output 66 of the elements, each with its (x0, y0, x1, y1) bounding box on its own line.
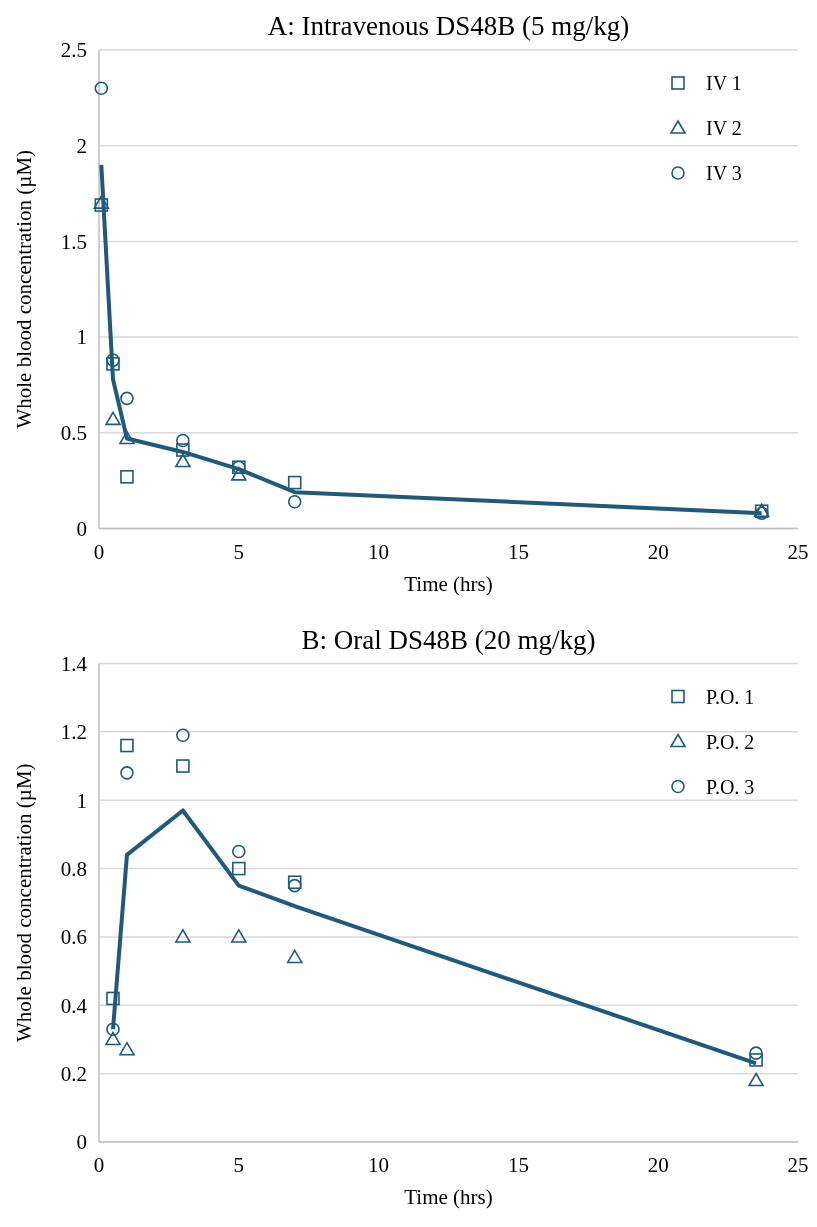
y-tick-label: 1.2 (60, 720, 87, 745)
y-tick-label: 0.4 (60, 993, 88, 1018)
point (120, 391, 134, 406)
legend-label: P.O. 1 (706, 685, 755, 708)
x-tick-label: 25 (787, 1153, 809, 1177)
point (286, 949, 303, 964)
point (748, 1072, 764, 1087)
chart-title: A: Intravenous DS48B (5 mg/kg) (267, 11, 630, 41)
y-tick-label: 0 (76, 516, 87, 541)
point (287, 494, 302, 509)
x-tick-label: 15 (507, 539, 529, 564)
point (119, 430, 135, 445)
y-tick-label: 0.8 (60, 856, 87, 881)
y-tick-label: 1.4 (60, 651, 88, 676)
x-axis-title: Time (hrs) (404, 571, 493, 596)
y-tick-label: 1 (76, 325, 87, 350)
x-tick-label: 25 (787, 539, 809, 564)
point (106, 357, 120, 371)
x-tick-label: 10 (368, 1153, 390, 1177)
point (176, 433, 190, 448)
y-tick-label: 2 (76, 134, 87, 159)
x-tick-label: 0 (93, 1153, 105, 1177)
point (175, 929, 191, 943)
y-tick-label: 2.5 (60, 38, 87, 63)
y-tick-label: 0.6 (60, 925, 87, 950)
point (120, 738, 134, 753)
point (232, 844, 246, 859)
x-tick-label: 20 (647, 1153, 669, 1177)
point (175, 453, 191, 468)
y-axis-title: Whole blood concentration (µM) (12, 149, 36, 429)
x-tick-label: 15 (507, 1153, 529, 1177)
point (119, 1041, 135, 1056)
y-tick-label: 0.2 (60, 1061, 87, 1086)
point (94, 81, 109, 96)
point (105, 1031, 121, 1046)
y-tick-label: 0.5 (60, 421, 87, 446)
y-axis-title: Whole blood concentration (µM) (12, 763, 36, 1043)
point (231, 929, 247, 943)
legend-label: IV 2 (706, 117, 742, 139)
x-axis-title: Time (hrs) (404, 1185, 493, 1209)
point (749, 1046, 763, 1060)
chart-title: B: Oral DS48B (20 mg/kg) (301, 624, 596, 655)
legend-label: P.O. 2 (706, 730, 755, 753)
x-tick-label: 5 (233, 539, 245, 564)
point (749, 1053, 763, 1067)
legend-label: IV 3 (706, 162, 742, 184)
point (106, 991, 120, 1006)
x-tick-label: 5 (233, 1153, 245, 1177)
point (120, 766, 134, 780)
legend-label: P.O. 3 (706, 775, 755, 798)
point (176, 728, 190, 743)
y-tick-label: 1.5 (60, 229, 87, 254)
point (176, 759, 190, 773)
point (106, 353, 120, 367)
y-tick-label: 1 (76, 788, 87, 813)
x-tick-label: 20 (647, 539, 669, 564)
point (176, 443, 190, 457)
y-tick-label: 0 (76, 1130, 87, 1155)
point (105, 411, 121, 426)
point (287, 475, 302, 490)
legend-label: IV 1 (706, 72, 742, 94)
point (106, 1022, 120, 1037)
point (120, 470, 134, 484)
point (232, 861, 246, 876)
x-tick-label: 0 (93, 539, 105, 564)
x-tick-label: 10 (368, 539, 390, 564)
